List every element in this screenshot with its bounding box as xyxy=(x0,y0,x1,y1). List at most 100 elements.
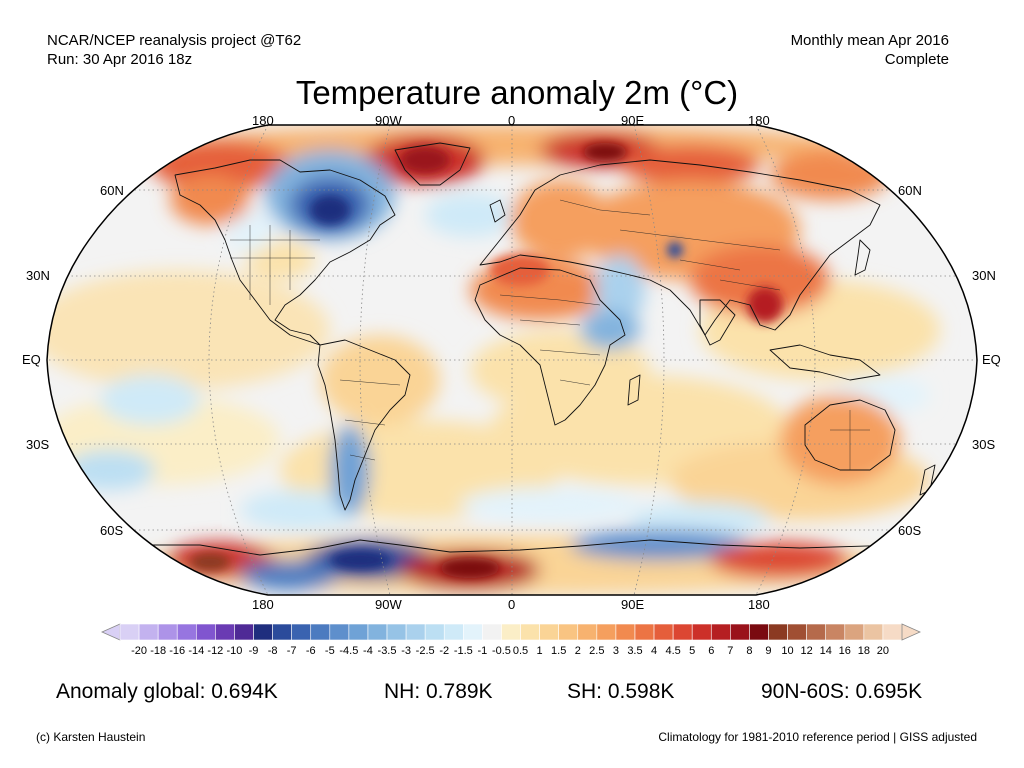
borders xyxy=(230,199,870,470)
colorbar-swatch xyxy=(749,623,769,641)
colorbar-swatch xyxy=(806,623,827,641)
colorbar-tick-label: 14 xyxy=(820,645,832,657)
colorbar-tick-label: -12 xyxy=(207,645,223,657)
colorbar-tick-label: -14 xyxy=(188,645,204,657)
lon-label-bottom-90w: 90W xyxy=(375,597,402,612)
colorbar-swatch xyxy=(482,623,502,641)
colorbar-tick-label: -4.5 xyxy=(339,645,358,657)
colorbar-tick-labels: -20 -18 -16 -14 -12 -10 -9 -8 -7 -6 -5 -4.5 -4 -3.5 -3… xyxy=(131,645,889,657)
lat-label-right-eq: EQ xyxy=(982,352,1001,367)
colorbar-tick-label: -6 xyxy=(306,645,316,657)
colorbar-tick-label: 1.5 xyxy=(551,645,566,657)
colorbar-swatch xyxy=(558,623,579,641)
colorbar-swatch xyxy=(463,623,483,641)
colorbar-tick-label: -0.5 xyxy=(492,645,511,657)
colorbar-swatch xyxy=(405,623,426,641)
colorbar-tick-label: 1 xyxy=(537,645,543,657)
lon-label-bottom-180w: 180 xyxy=(252,597,274,612)
colorbar-swatch xyxy=(634,623,655,641)
lat-label-right-30n: 30N xyxy=(972,268,996,283)
colorbar-tick-label: -1.5 xyxy=(454,645,473,657)
sh-anomaly: SH: 0.598K xyxy=(567,680,675,703)
colorbar-tick-label: 8 xyxy=(746,645,752,657)
colorbar-swatch xyxy=(119,623,140,641)
colorbar-swatch xyxy=(539,623,559,641)
colorbar-tick-label: 10 xyxy=(781,645,793,657)
colorbar-tick-label: 20 xyxy=(877,645,889,657)
completion-status: Complete xyxy=(884,51,949,68)
colorbar-swatch xyxy=(138,623,159,641)
colorbar-tick-label: 0.5 xyxy=(513,645,528,657)
colorbar-swatch xyxy=(615,623,636,641)
colorbar-swatch xyxy=(596,623,617,641)
lon-label-top-90e: 90E xyxy=(621,113,645,128)
colorbar-tick-label: -2.5 xyxy=(416,645,435,657)
colorbar-arrow-left xyxy=(101,623,121,641)
nh-anomaly: NH: 0.789K xyxy=(384,680,493,703)
colorbar-tick-label: 7 xyxy=(727,645,733,657)
colorbar-swatch xyxy=(882,623,903,641)
lat-label-left-30s: 30S xyxy=(26,437,50,452)
colorbar-tick-label: -10 xyxy=(226,645,242,657)
eurasia-coast xyxy=(479,159,881,336)
uk-coast xyxy=(489,199,506,223)
colorbar-tick-label: 2.5 xyxy=(589,645,604,657)
period-info: Monthly mean Apr 2016 Complete xyxy=(791,31,949,69)
colorbar-tick-label: 4 xyxy=(651,645,657,657)
colorbar-swatch xyxy=(653,623,674,641)
colorbar-tick-label: 6 xyxy=(708,645,714,657)
colorbar-swatch xyxy=(520,623,540,641)
globe-outline xyxy=(46,124,978,596)
colorbar-tick-label: 4.5 xyxy=(665,645,680,657)
colorbar-tick-label: 3.5 xyxy=(627,645,642,657)
colorbar-tick-label: -1 xyxy=(477,645,487,657)
run-time: Run: 30 Apr 2016 18z xyxy=(47,51,193,68)
north-america-coast xyxy=(174,159,396,346)
colorbar-swatch xyxy=(825,623,846,641)
credit-text: (c) Karsten Haustein xyxy=(36,730,146,744)
colorbar-tick-label: 12 xyxy=(801,645,813,657)
period-label: Monthly mean Apr 2016 xyxy=(790,32,949,49)
colorbar-swatch xyxy=(501,623,521,641)
lon-label-top-180e: 180 xyxy=(748,113,770,128)
colorbar-tick-label: -4 xyxy=(363,645,373,657)
colorbar-swatch xyxy=(691,623,712,641)
colorbar-swatch xyxy=(863,623,884,641)
lat-label-left-30n: 30N xyxy=(26,268,50,283)
colorbar-swatch xyxy=(768,623,788,641)
colorbar-tick-label: -2 xyxy=(439,645,449,657)
graticule xyxy=(47,125,977,595)
colorbar-tick-label: 9 xyxy=(765,645,771,657)
south-america-coast xyxy=(317,339,411,511)
africa-coast xyxy=(474,267,626,426)
colorbar-tick-label: 3 xyxy=(613,645,619,657)
colorbar-swatch xyxy=(176,623,197,641)
colorbar-tick-label: -20 xyxy=(131,645,147,657)
lat-label-right-30s: 30S xyxy=(972,437,996,452)
japan-coast xyxy=(854,239,871,276)
lon-label-top-90w: 90W xyxy=(375,113,402,128)
colorbar-swatch xyxy=(730,623,750,641)
lon-label-bottom-0: 0 xyxy=(508,597,516,612)
colorbar-tick-label: -18 xyxy=(150,645,166,657)
colorbar-swatch xyxy=(348,623,369,641)
colorbar-tick-label: -8 xyxy=(268,645,278,657)
colorbar-swatch xyxy=(424,623,445,641)
lon-label-top-180w: 180 xyxy=(252,113,274,128)
colorbar-swatch xyxy=(844,623,865,641)
india-coast xyxy=(699,299,736,346)
colorbar-swatch xyxy=(329,623,350,641)
madagascar-coast xyxy=(627,374,641,406)
arctic-anomaly: 90N-60S: 0.695K xyxy=(761,680,923,703)
colorbar-tick-label: -7 xyxy=(287,645,297,657)
colorbar-swatch xyxy=(253,623,273,641)
lat-label-left-60n: 60N xyxy=(100,183,124,198)
antarctica-coast xyxy=(80,539,960,556)
lat-label-left-eq: EQ xyxy=(22,352,41,367)
colorbar-swatch xyxy=(310,623,331,641)
lon-label-top-0: 0 xyxy=(508,113,516,128)
colorbar-tick-label: 2 xyxy=(575,645,581,657)
colorbar-swatch xyxy=(215,623,235,641)
